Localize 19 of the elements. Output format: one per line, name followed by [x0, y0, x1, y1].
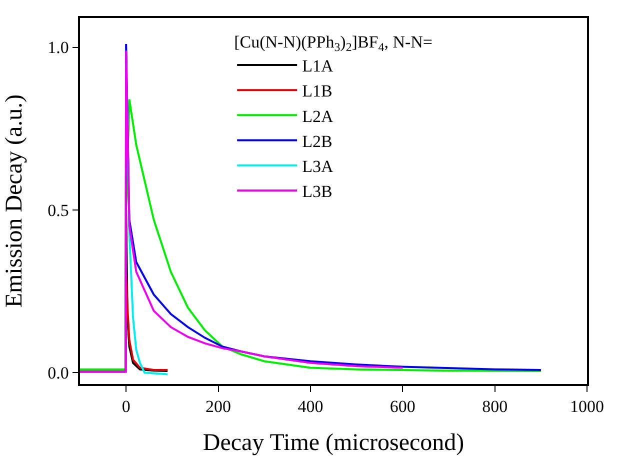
y-tick-label: 0.5 — [48, 200, 69, 220]
y-tick-label: 0.0 — [48, 364, 69, 383]
x-tick-label: 800 — [482, 397, 508, 416]
y-axis-title: Emission Decay (a.u.) — [2, 94, 28, 308]
legend-label: L1B — [302, 82, 332, 101]
y-tick-label: 1.0 — [48, 38, 69, 58]
line-series — [80, 50, 404, 373]
legend-title: [Cu(N-N)(PPh$_{3}$)$_{2}$]BF$_{4}$, N-N= — [234, 32, 433, 54]
legend-label: L3A — [302, 157, 334, 176]
x-tick-label: 0 — [122, 397, 130, 416]
legend-label: L1A — [302, 56, 334, 76]
legend-label: L3B — [302, 182, 332, 202]
x-tick-label: 600 — [390, 397, 416, 416]
x-tick-label: 1000 — [570, 397, 604, 416]
legend-label: L2A — [302, 106, 334, 126]
x-tick-label: 400 — [298, 397, 324, 416]
x-tick-label: 200 — [206, 397, 232, 416]
legend-label: L2B — [302, 132, 332, 151]
x-axis-title: Decay Time (microsecond) — [202, 430, 464, 456]
